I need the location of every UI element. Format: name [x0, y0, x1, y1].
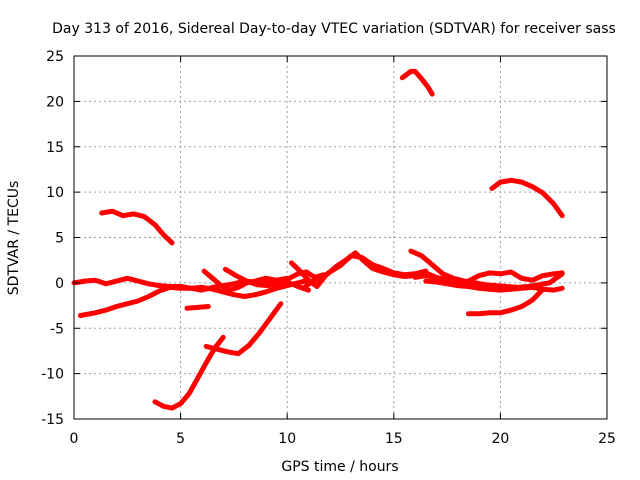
series-line-arc-2 — [489, 177, 565, 219]
x-tick-label: 25 — [598, 431, 616, 447]
y-tick-label: 0 — [55, 276, 64, 292]
series-line-arc-14 — [412, 269, 565, 285]
x-tick-label: 5 — [176, 431, 185, 447]
series-line-arc-13 — [408, 248, 565, 290]
series-line-arc-12 — [301, 253, 429, 290]
x-tick-label: 20 — [491, 431, 509, 447]
y-tick-label: 20 — [46, 94, 64, 110]
tick-layer: 0 5 10 15 20 25 -15 -10 -5 0 5 10 15 20 25 — [41, 49, 616, 447]
series-line-arc-3 — [99, 208, 175, 246]
series-line-arc-16 — [465, 286, 546, 317]
y-axis-label: SDTVAR / TECUs — [6, 181, 22, 296]
y-tick-label: 15 — [46, 140, 64, 156]
x-tick-label: 15 — [385, 431, 403, 447]
x-tick-label: 10 — [278, 431, 296, 447]
y-tick-label: 10 — [46, 185, 64, 201]
x-axis-label: GPS time / hours — [281, 459, 398, 475]
series-line-arc-1 — [399, 68, 435, 97]
grid-layer — [74, 56, 607, 419]
series-line-arc-6 — [152, 334, 226, 411]
series-layer — [71, 68, 565, 411]
series-line-arc-10 — [222, 266, 326, 289]
series-line-arc-5 — [77, 277, 311, 318]
series-line-arc-8 — [184, 304, 211, 311]
x-tick-label: 0 — [70, 431, 79, 447]
chart-title: Day 313 of 2016, Sidereal Day-to-day VTE… — [52, 21, 616, 37]
y-tick-label: -5 — [50, 321, 64, 337]
series-line-arc-7 — [203, 301, 284, 357]
y-tick-label: -10 — [41, 367, 64, 383]
y-tick-label: 25 — [46, 49, 64, 65]
y-tick-label: -15 — [41, 412, 64, 428]
y-tick-label: 5 — [55, 231, 64, 247]
